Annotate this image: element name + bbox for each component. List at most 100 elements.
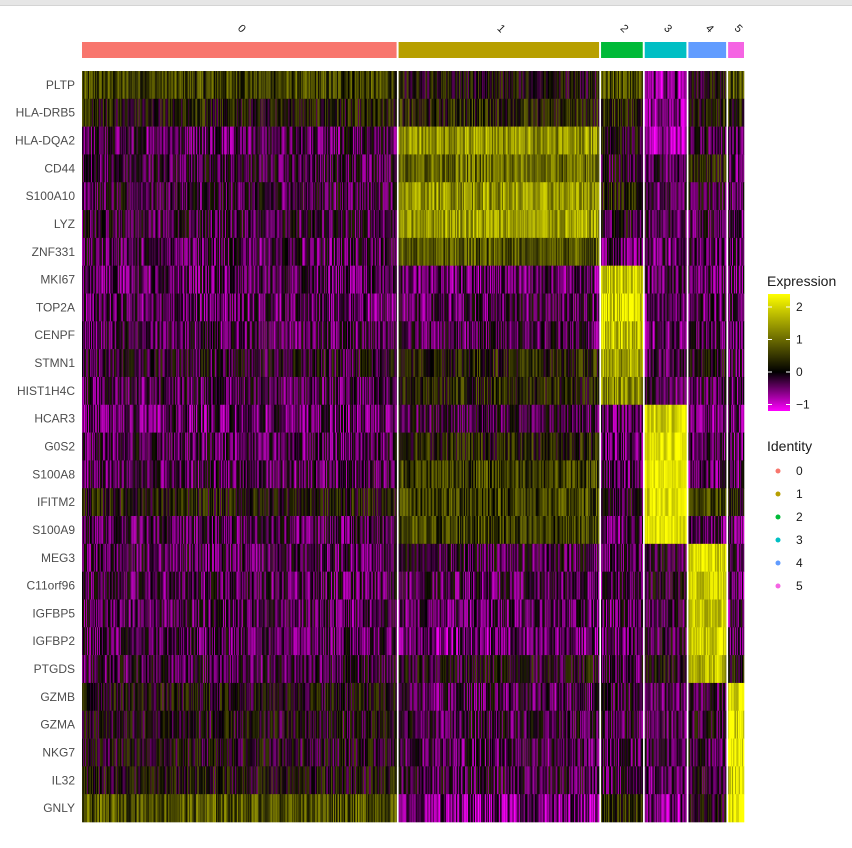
heat-cell bbox=[269, 460, 271, 489]
heat-cell bbox=[186, 349, 188, 378]
heat-cell bbox=[145, 182, 147, 211]
heat-cell bbox=[133, 182, 135, 211]
heat-cell bbox=[247, 293, 250, 322]
heat-cell bbox=[144, 210, 146, 239]
heat-cell bbox=[201, 126, 203, 155]
heat-cell bbox=[298, 98, 300, 127]
heat-cell bbox=[253, 488, 255, 517]
heat-cell bbox=[132, 237, 134, 266]
heat-cell bbox=[125, 126, 127, 155]
heat-cell bbox=[199, 488, 201, 517]
heat-cell bbox=[389, 126, 391, 155]
heat-cell bbox=[176, 460, 178, 489]
heat-cell bbox=[341, 210, 343, 239]
heat-cell bbox=[224, 182, 227, 211]
heat-cell bbox=[325, 126, 327, 155]
heat-cell bbox=[325, 265, 327, 294]
heat-cell bbox=[349, 154, 352, 183]
heat-cell bbox=[129, 71, 131, 100]
heat-cell bbox=[206, 460, 208, 489]
heat-cell bbox=[302, 293, 304, 322]
heat-cell bbox=[148, 182, 150, 211]
heat-cell bbox=[308, 293, 310, 322]
heat-cell bbox=[146, 182, 148, 211]
heat-cell bbox=[219, 71, 222, 100]
heat-cell bbox=[341, 432, 343, 461]
heat-cell bbox=[192, 432, 194, 461]
heat-cell bbox=[296, 488, 298, 517]
heat-cell bbox=[230, 460, 233, 489]
heat-cell bbox=[353, 376, 356, 406]
heat-cell bbox=[353, 265, 356, 294]
heat-cell bbox=[365, 71, 368, 100]
heat-cell bbox=[375, 210, 378, 239]
heat-cell bbox=[214, 210, 217, 239]
heat-cell bbox=[142, 376, 144, 406]
heat-cell bbox=[384, 321, 386, 350]
heat-cell bbox=[368, 432, 371, 461]
heat-cell bbox=[342, 321, 344, 350]
heat-cell bbox=[251, 349, 253, 378]
heat-cell bbox=[358, 376, 361, 406]
heat-cell bbox=[136, 71, 138, 100]
heat-cell bbox=[360, 460, 363, 489]
heat-cell bbox=[242, 126, 245, 155]
heat-cell bbox=[381, 154, 383, 183]
heat-cell bbox=[242, 154, 245, 183]
heat-cell bbox=[170, 432, 172, 461]
heat-cell bbox=[251, 265, 253, 294]
heat-cell bbox=[282, 126, 284, 155]
heat-cell bbox=[102, 182, 105, 211]
heat-cell bbox=[354, 154, 357, 183]
heat-cell bbox=[257, 126, 259, 155]
heat-cell bbox=[262, 432, 264, 461]
heat-cell bbox=[156, 237, 158, 266]
heat-cell bbox=[113, 154, 116, 183]
heat-cell bbox=[139, 265, 141, 294]
heat-cell bbox=[303, 154, 305, 183]
heat-cell bbox=[243, 293, 246, 322]
heat-cell bbox=[335, 376, 337, 406]
heat-cell bbox=[138, 98, 140, 127]
heat-cell bbox=[324, 265, 326, 294]
heat-cell bbox=[189, 432, 191, 461]
heat-cell bbox=[94, 293, 97, 322]
heat-cell bbox=[236, 154, 239, 183]
heat-cell bbox=[175, 126, 177, 155]
heat-cell bbox=[209, 488, 211, 517]
heat-cell bbox=[259, 488, 261, 517]
heat-cell bbox=[261, 432, 263, 461]
heat-cell bbox=[200, 349, 202, 378]
heat-cell bbox=[99, 488, 102, 517]
heat-cell bbox=[260, 349, 262, 378]
heat-cell bbox=[280, 321, 282, 350]
heat-cell bbox=[155, 237, 157, 266]
heat-cell bbox=[386, 265, 388, 294]
heat-cell bbox=[225, 432, 228, 461]
heat-cell bbox=[288, 182, 290, 211]
heat-cell bbox=[123, 321, 125, 350]
heat-cell bbox=[151, 488, 153, 517]
heat-cell bbox=[343, 154, 345, 183]
heat-cell bbox=[314, 265, 316, 294]
heat-cell bbox=[380, 182, 382, 211]
heat-cell bbox=[247, 432, 250, 461]
heat-cell bbox=[306, 237, 308, 266]
heat-cell bbox=[109, 265, 112, 294]
heat-cell bbox=[147, 404, 149, 433]
heat-cell bbox=[371, 237, 374, 266]
heat-cell bbox=[193, 404, 195, 433]
heat-cell bbox=[269, 293, 271, 322]
heat-cell bbox=[354, 349, 357, 378]
heat-cell bbox=[208, 404, 210, 433]
heat-cell bbox=[286, 71, 288, 100]
heat-cell bbox=[189, 321, 191, 350]
heat-cell bbox=[136, 376, 138, 406]
heat-cell bbox=[370, 182, 373, 211]
heat-cell bbox=[153, 460, 155, 489]
heat-cell bbox=[128, 404, 130, 433]
heat-cell bbox=[377, 460, 380, 489]
heat-cell bbox=[233, 432, 236, 461]
heat-cell bbox=[220, 98, 223, 127]
heat-cell bbox=[133, 321, 135, 350]
